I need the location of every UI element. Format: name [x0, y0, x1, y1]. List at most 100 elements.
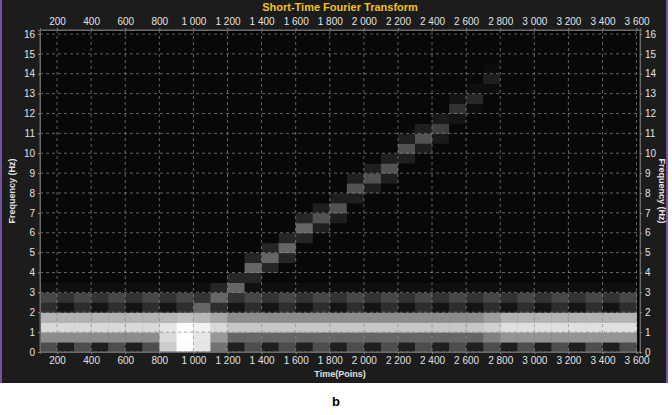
cell: [91, 74, 109, 84]
cell: [551, 272, 569, 282]
tick-mark: [262, 28, 263, 30]
cell: [483, 163, 501, 173]
cell: [57, 113, 75, 123]
cell: [245, 104, 263, 114]
cell: [432, 143, 450, 153]
cell: [57, 203, 75, 213]
cell: [398, 104, 416, 114]
cell: [381, 193, 399, 203]
cell: [176, 163, 194, 173]
cell: [262, 322, 280, 332]
cell: [398, 84, 416, 94]
cell: [279, 183, 297, 193]
tick-mark: [159, 352, 160, 354]
cell: [245, 183, 263, 193]
cell: [364, 213, 382, 223]
cell: [364, 253, 382, 263]
cell: [245, 153, 263, 163]
cell: [57, 322, 75, 332]
cell: [159, 322, 177, 332]
cell: [398, 203, 416, 213]
cell: [159, 74, 177, 84]
tick-label: 8: [645, 188, 651, 199]
cell: [585, 233, 603, 243]
cell: [193, 104, 211, 114]
cell: [347, 143, 365, 153]
cell: [193, 193, 211, 203]
tick-label: 1 400: [250, 355, 275, 366]
chart: 2004006008001 0001 2001 4001 6001 8002 0…: [0, 0, 672, 415]
cell: [40, 64, 58, 74]
cell: [176, 44, 194, 54]
cell: [279, 213, 297, 223]
tick-label: 12: [24, 108, 36, 119]
cell: [466, 133, 484, 143]
cell: [159, 233, 177, 243]
cell: [415, 302, 433, 312]
cell: [449, 133, 467, 143]
cell: [534, 64, 552, 74]
cell: [313, 342, 331, 352]
cell: [193, 213, 211, 223]
cell: [517, 54, 535, 64]
cell: [585, 113, 603, 123]
cell: [176, 133, 194, 143]
tick: 0: [640, 347, 651, 358]
cell: [517, 302, 535, 312]
cell: [449, 113, 467, 123]
cell: [449, 253, 467, 263]
cell: [57, 342, 75, 352]
cell: [449, 312, 467, 322]
cell: [364, 173, 382, 183]
cell: [313, 153, 331, 163]
cell: [330, 322, 348, 332]
cell: [551, 203, 569, 213]
tick-label: 800: [151, 355, 168, 366]
y-axis-title: Frequency (Hz): [7, 158, 17, 223]
cell: [228, 322, 246, 332]
tick: 200: [49, 352, 66, 366]
cell: [40, 302, 58, 312]
cell: [364, 163, 382, 173]
cell: [500, 322, 518, 332]
cell: [262, 173, 280, 183]
cell: [228, 123, 246, 133]
cell: [381, 123, 399, 133]
cell: [262, 243, 280, 253]
tick-mark: [640, 213, 642, 214]
cell: [585, 143, 603, 153]
cell: [57, 233, 75, 243]
tick: 3 200: [556, 16, 581, 30]
cell: [245, 143, 263, 153]
cell: [364, 272, 382, 282]
cell: [364, 342, 382, 352]
tick: 1: [640, 327, 651, 338]
cell: [193, 34, 211, 44]
cell: [91, 203, 109, 213]
cell: [398, 282, 416, 292]
cell: [466, 193, 484, 203]
tick: 6: [640, 227, 651, 238]
cell: [415, 193, 433, 203]
cell: [534, 84, 552, 94]
cell: [176, 84, 194, 94]
cell: [57, 302, 75, 312]
cell: [603, 302, 621, 312]
cell: [91, 34, 109, 44]
cell: [279, 173, 297, 183]
cell: [449, 263, 467, 273]
cell: [585, 342, 603, 352]
cell: [228, 44, 246, 54]
grid-line: [57, 30, 58, 352]
cell: [262, 153, 280, 163]
cell: [313, 84, 331, 94]
cell: [142, 84, 160, 94]
cell: [125, 312, 143, 322]
cell: [620, 34, 638, 44]
tick-mark: [38, 272, 40, 273]
cell: [91, 133, 109, 143]
cell: [40, 322, 58, 332]
cell: [262, 34, 280, 44]
cell: [57, 54, 75, 64]
cell: [40, 123, 58, 133]
